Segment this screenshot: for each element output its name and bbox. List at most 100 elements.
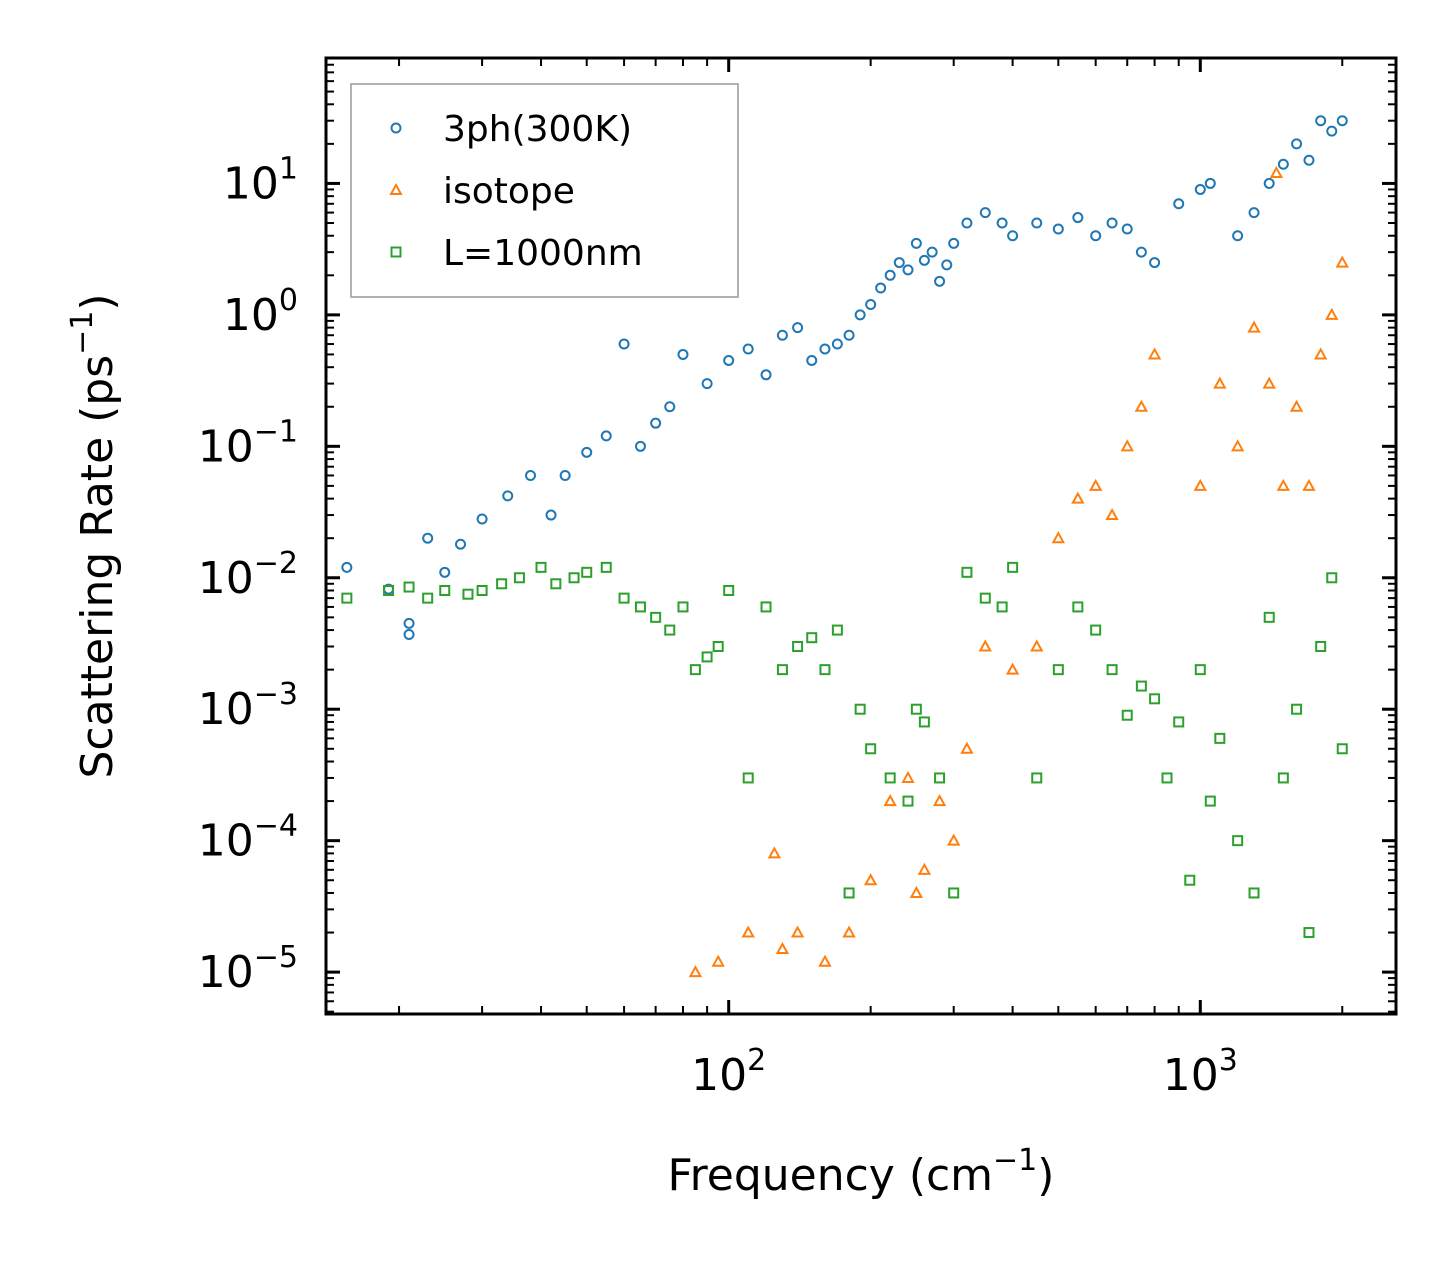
data-point xyxy=(581,566,593,578)
data-point xyxy=(1135,680,1147,692)
data-point xyxy=(618,338,630,350)
data-point xyxy=(341,592,353,604)
y-tick-label-exp: −3 xyxy=(254,677,298,712)
data-point xyxy=(701,378,713,390)
data-point xyxy=(1230,439,1245,452)
x-axis-title-sup: −1 xyxy=(993,1143,1037,1178)
y-tick-label-exp: 0 xyxy=(279,283,298,318)
data-point xyxy=(550,578,562,590)
data-point xyxy=(1121,223,1133,235)
y-tick-label: 101 xyxy=(223,151,298,209)
data-point xyxy=(1214,732,1226,744)
series-triangle xyxy=(688,165,1349,978)
data-point xyxy=(1173,198,1185,210)
legend-box xyxy=(350,83,739,298)
data-point xyxy=(1315,115,1327,127)
data-point xyxy=(634,440,646,452)
data-point xyxy=(422,532,434,544)
data-point xyxy=(1204,795,1216,807)
legend-item: L=1000nm xyxy=(390,233,643,274)
data-point xyxy=(948,237,960,249)
data-point xyxy=(1276,478,1291,491)
data-point xyxy=(712,640,724,652)
data-point xyxy=(1193,478,1207,491)
data-point xyxy=(1052,664,1064,676)
plot-frame xyxy=(324,56,1398,1016)
data-point xyxy=(664,401,676,413)
data-point xyxy=(1291,138,1303,150)
data-point xyxy=(723,585,735,597)
data-point xyxy=(792,640,804,652)
data-point xyxy=(439,566,451,578)
data-point xyxy=(422,592,434,604)
data-point xyxy=(1090,230,1102,242)
legend-item: isotope xyxy=(389,171,575,212)
data-point xyxy=(1194,664,1206,676)
data-point xyxy=(513,572,525,584)
data-point xyxy=(1194,183,1206,195)
x-axis-title-base: Frequency (cm xyxy=(668,1150,994,1201)
data-point xyxy=(910,703,922,715)
data-point xyxy=(1232,230,1244,242)
data-point xyxy=(776,664,788,676)
legend-marker xyxy=(390,122,402,134)
x-tick-label-base: 10 xyxy=(1163,1050,1219,1101)
y-tick-label: 10−5 xyxy=(198,940,298,998)
data-point xyxy=(760,369,772,381)
data-point xyxy=(979,207,991,219)
data-point xyxy=(476,513,488,525)
legend-label: 3ph(300K) xyxy=(443,109,632,150)
data-point xyxy=(875,282,887,294)
y-tick-label-exp: −1 xyxy=(254,414,298,449)
data-point xyxy=(1184,874,1196,886)
data-point xyxy=(502,490,514,502)
data-point xyxy=(1173,716,1185,728)
data-point xyxy=(863,873,878,886)
data-point xyxy=(581,446,593,458)
y-tick-label: 10−1 xyxy=(198,414,298,472)
data-point xyxy=(884,772,896,784)
data-point xyxy=(926,246,938,258)
data-point xyxy=(476,585,488,597)
data-point xyxy=(854,703,866,715)
y-tick-label-exp: −5 xyxy=(254,940,298,975)
series-circle xyxy=(341,115,1348,641)
data-point xyxy=(1263,177,1275,189)
data-point xyxy=(1135,246,1147,258)
data-point xyxy=(1335,255,1349,268)
legend-item: 3ph(300K) xyxy=(390,109,632,150)
x-tick-label-exp: 2 xyxy=(747,1043,766,1078)
data-point xyxy=(525,469,537,481)
y-tick-label-base: 10 xyxy=(198,684,254,735)
data-point xyxy=(1149,257,1161,269)
data-point xyxy=(1315,640,1327,652)
data-point xyxy=(600,430,612,442)
data-point xyxy=(806,354,818,366)
data-point xyxy=(403,617,415,629)
data-point xyxy=(918,254,930,266)
data-point xyxy=(403,629,415,641)
y-tick-label-base: 10 xyxy=(223,290,279,341)
data-point xyxy=(909,885,924,898)
data-point xyxy=(1031,217,1043,229)
y-tick-label-exp: −4 xyxy=(254,809,298,844)
data-point xyxy=(806,632,818,644)
data-point xyxy=(1303,154,1315,166)
data-point xyxy=(1213,376,1227,389)
data-point xyxy=(634,601,646,613)
y-tick-label: 10−4 xyxy=(198,809,298,867)
data-point xyxy=(818,954,832,967)
data-point xyxy=(618,592,630,604)
y-tick-label-exp: −2 xyxy=(254,546,298,581)
data-point xyxy=(917,862,932,875)
data-point xyxy=(559,469,571,481)
y-tick-label: 10−3 xyxy=(198,677,298,735)
data-point xyxy=(934,275,946,287)
data-point xyxy=(1313,347,1328,360)
y-axis-title: Scattering Rate (ps−1) xyxy=(65,293,123,778)
data-point xyxy=(767,846,782,859)
data-point xyxy=(1052,223,1064,235)
legend: 3ph(300K) isotope L=1000nm xyxy=(350,83,739,298)
data-point xyxy=(831,338,843,350)
